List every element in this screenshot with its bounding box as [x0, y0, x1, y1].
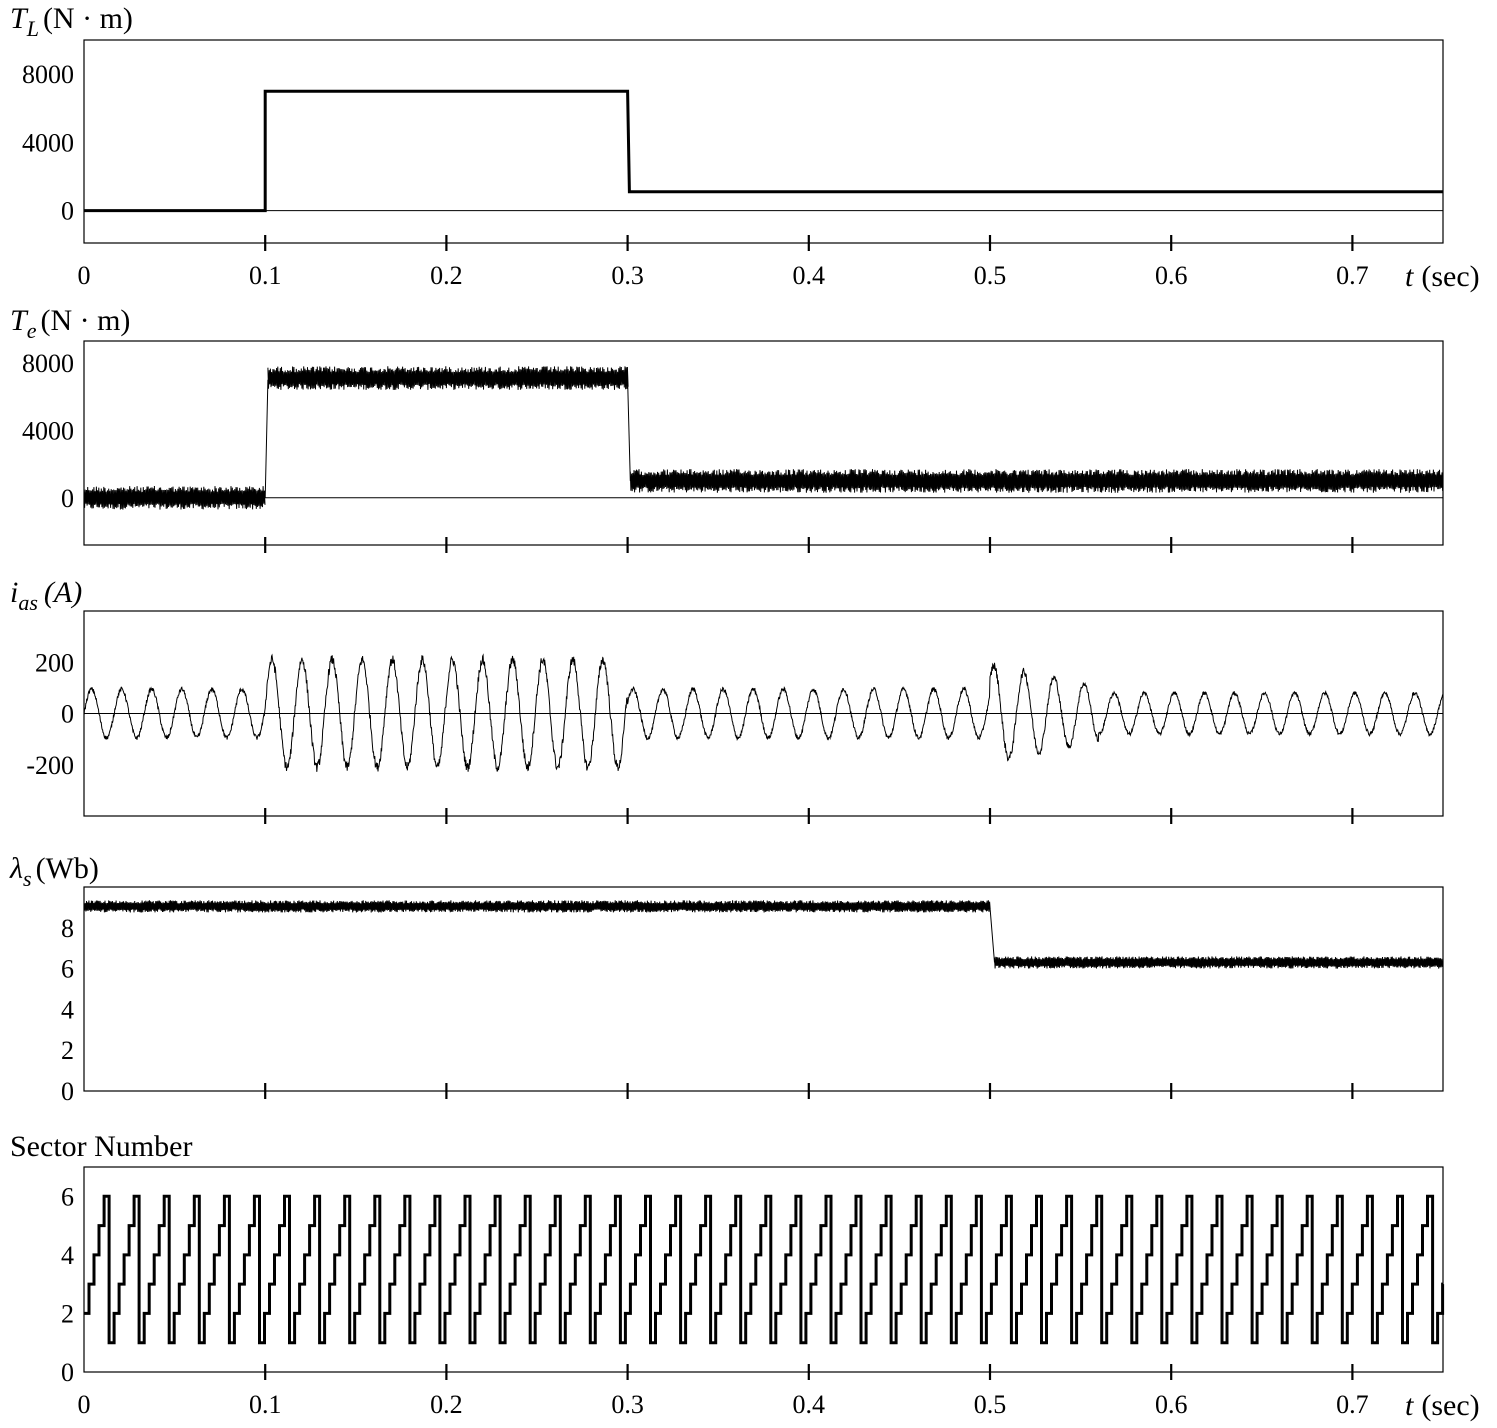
panel-phase-current: ias (A) -200 0 200	[10, 576, 1444, 824]
y-tick-label: 8000	[22, 60, 74, 89]
y-tick-labels: 0 2 4 6	[61, 1182, 74, 1387]
plot-frame	[83, 340, 1444, 546]
trace-phase-current	[83, 653, 1444, 772]
x-tick-label: 0.1	[249, 261, 282, 290]
y-tick-label: 2	[61, 1036, 74, 1065]
series-line	[84, 1194, 1445, 1345]
y-tick-labels: -200 0 200	[26, 648, 74, 780]
x-axis-label: t (sec)	[1405, 1389, 1480, 1422]
series-line	[83, 653, 1444, 772]
plot-frame	[83, 39, 1444, 244]
y-tick-labels: 0 4000 8000	[22, 60, 74, 225]
x-tick-marks	[264, 537, 1354, 553]
y-tick-label: 6	[61, 1182, 74, 1211]
plot-frame	[83, 1166, 1444, 1373]
y-tick-labels: 0 4000 8000	[22, 349, 74, 513]
trace-load-torque	[84, 89, 1443, 213]
x-tick-label: 0.7	[1336, 1390, 1369, 1419]
y-tick-label: 6	[61, 955, 74, 984]
panel-sector-number: Sector Number 0 2 4 6 0 0.1 0.2 0.3 0.4 0.5…	[10, 1130, 1480, 1422]
x-tick-labels-top: 0 0.1 0.2 0.3 0.4 0.5 0.6 0.7 t (sec)	[78, 260, 1480, 293]
x-axis-label: t (sec)	[1405, 260, 1480, 293]
panel-load-torque: TL (N · m) 0 4000 8000 0 0.1 0.2 0.3 0.4 0.…	[10, 2, 1480, 293]
ylabel-electromagnetic-torque: Te (N · m)	[10, 304, 130, 343]
x-tick-label: 0.5	[974, 261, 1007, 290]
trace-electromagnetic-torque	[83, 366, 1444, 510]
x-tick-label: 0.5	[974, 1390, 1007, 1419]
y-tick-label: 4	[61, 1241, 74, 1270]
x-tick-labels-bottom: 0 0.1 0.2 0.3 0.4 0.5 0.6 0.7 t (sec)	[78, 1389, 1480, 1422]
x-tick-label: 0.4	[793, 1390, 826, 1419]
x-tick-label: 0.6	[1155, 261, 1188, 290]
x-tick-marks	[264, 235, 1354, 251]
y-tick-label: 8000	[22, 349, 74, 378]
y-tick-labels: 0 2 4 6 8	[61, 914, 74, 1106]
y-tick-label: 0	[61, 484, 74, 513]
panel-electromagnetic-torque: Te (N · m) 0 4000 8000	[10, 304, 1444, 553]
ylabel-stator-flux: λs (Wb)	[9, 852, 99, 891]
y-tick-label: 0	[61, 700, 74, 729]
series-line	[84, 89, 1443, 213]
y-tick-label: 8	[61, 914, 74, 943]
y-tick-label: 4000	[22, 128, 74, 157]
y-tick-label: 0	[61, 1358, 74, 1387]
x-tick-marks	[264, 808, 1354, 824]
x-tick-label: 0.7	[1336, 261, 1369, 290]
plot-frame	[83, 886, 1444, 1092]
x-tick-label: 0	[78, 261, 91, 290]
ylabel-load-torque: TL (N · m)	[10, 2, 133, 41]
panel-stator-flux: λs (Wb) 0 2 4 6 8	[9, 852, 1444, 1106]
x-tick-label: 0	[78, 1390, 91, 1419]
x-tick-label: 0.4	[793, 261, 826, 290]
series-line	[83, 900, 1443, 969]
x-tick-marks	[264, 1083, 1354, 1099]
y-tick-label: 4	[61, 995, 74, 1024]
ylabel-phase-current: ias (A)	[10, 576, 82, 615]
series-line	[83, 366, 1444, 510]
x-tick-marks	[264, 1364, 1354, 1380]
y-tick-label: -200	[26, 751, 74, 780]
y-tick-label: 0	[61, 197, 74, 226]
y-tick-label: 2	[61, 1299, 74, 1328]
ylabel-sector-number: Sector Number	[10, 1130, 192, 1163]
x-tick-label: 0.3	[611, 261, 644, 290]
x-tick-label: 0.6	[1155, 1390, 1188, 1419]
y-tick-label: 200	[35, 648, 74, 677]
y-tick-label: 4000	[22, 416, 74, 445]
y-tick-label: 0	[61, 1077, 74, 1106]
x-tick-label: 0.2	[430, 1390, 463, 1419]
x-tick-label: 0.2	[430, 261, 463, 290]
trace-sector-number	[84, 1194, 1445, 1345]
x-tick-label: 0.1	[249, 1390, 282, 1419]
x-tick-label: 0.3	[611, 1390, 644, 1419]
trace-stator-flux	[83, 900, 1443, 969]
